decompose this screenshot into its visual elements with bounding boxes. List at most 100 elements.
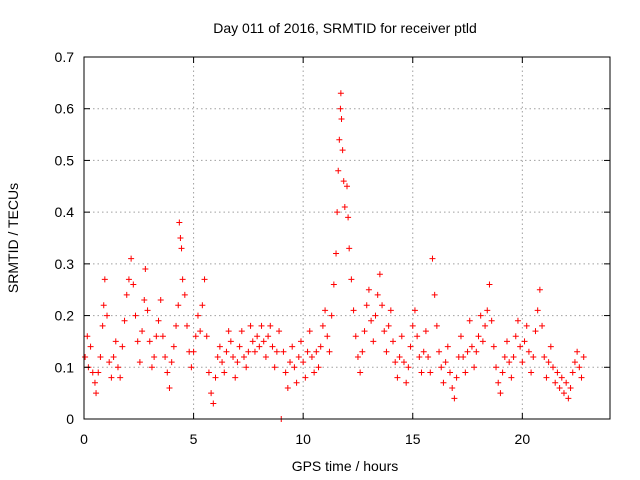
data-point [100, 302, 107, 309]
data-point [528, 369, 535, 376]
x-tick-label: 5 [190, 431, 198, 447]
data-point [159, 333, 166, 340]
data-point [427, 369, 434, 376]
plot-frame [83, 56, 611, 420]
data-point [322, 307, 329, 314]
data-point [139, 328, 146, 335]
data-point [482, 322, 489, 329]
data-point [392, 359, 399, 366]
data-point [230, 353, 237, 360]
data-point [157, 297, 164, 304]
data-point [306, 328, 313, 335]
data-point [315, 364, 322, 371]
data-point [240, 353, 247, 360]
data-point [464, 348, 471, 355]
data-point [82, 353, 89, 360]
data-point [199, 302, 206, 309]
data-point [508, 374, 515, 381]
data-point [457, 333, 464, 340]
data-point [201, 276, 208, 283]
data-point [142, 266, 149, 273]
data-point [387, 307, 394, 314]
data-point [374, 291, 381, 298]
data-point [385, 322, 392, 329]
y-tick-label: 0.1 [55, 359, 75, 375]
data-point [170, 343, 177, 350]
data-point [141, 297, 148, 304]
data-point [344, 183, 350, 190]
data-point [543, 374, 550, 381]
data-point [521, 338, 528, 345]
data-point [519, 359, 526, 366]
data-point [176, 219, 183, 226]
data-point [188, 364, 195, 371]
data-point [567, 384, 574, 391]
data-point [345, 214, 352, 221]
data-point [168, 359, 175, 366]
data-point [503, 338, 510, 345]
data-point [265, 333, 272, 340]
data-point [227, 338, 234, 345]
data-point [532, 328, 539, 335]
y-tick-label: 0.4 [55, 204, 75, 220]
data-point [339, 147, 346, 154]
data-point [337, 90, 344, 97]
data-point [247, 322, 254, 329]
data-point [311, 369, 318, 376]
data-point [280, 348, 287, 355]
data-point [488, 317, 495, 324]
data-point [429, 255, 436, 262]
data-point [475, 333, 482, 340]
data-point [578, 374, 585, 381]
data-point [134, 338, 141, 345]
x-tick-label: 15 [405, 431, 421, 447]
data-point [324, 333, 331, 340]
data-point [144, 307, 151, 314]
data-point [175, 302, 182, 309]
data-point [153, 333, 160, 340]
data-point [352, 333, 359, 340]
data-point [95, 369, 102, 376]
data-point [208, 390, 215, 397]
data-point [104, 312, 111, 319]
data-point [166, 384, 173, 391]
data-point [284, 384, 291, 391]
data-point [433, 322, 440, 329]
data-point [336, 136, 343, 143]
data-point [216, 343, 223, 350]
y-axis-label: SRMTID / TECUs [5, 183, 21, 293]
data-point [132, 312, 139, 319]
data-point [574, 348, 581, 355]
data-point [394, 374, 401, 381]
data-point [269, 343, 276, 350]
data-point [328, 312, 335, 319]
data-point [282, 369, 289, 376]
data-point [370, 338, 377, 345]
data-point [523, 322, 530, 329]
data-point [462, 369, 469, 376]
data-point [313, 348, 320, 355]
data-point [300, 359, 307, 366]
data-point [121, 317, 128, 324]
data-point [346, 245, 353, 252]
data-point [84, 333, 91, 340]
data-point [536, 286, 543, 293]
data-point [506, 359, 513, 366]
data-point [164, 369, 171, 376]
data-point [438, 364, 445, 371]
data-point [97, 353, 104, 360]
data-point [114, 364, 121, 371]
data-point [363, 302, 370, 309]
data-point [245, 348, 252, 355]
data-point [302, 374, 309, 381]
data-point [501, 353, 508, 360]
data-point [517, 343, 524, 350]
data-point [125, 276, 132, 283]
data-point [357, 369, 364, 376]
data-point [243, 364, 250, 371]
data-point [236, 343, 243, 350]
axis-ticks [83, 56, 610, 420]
data-point [442, 359, 449, 366]
data-point [151, 353, 158, 360]
x-tick-label: 0 [80, 431, 88, 447]
